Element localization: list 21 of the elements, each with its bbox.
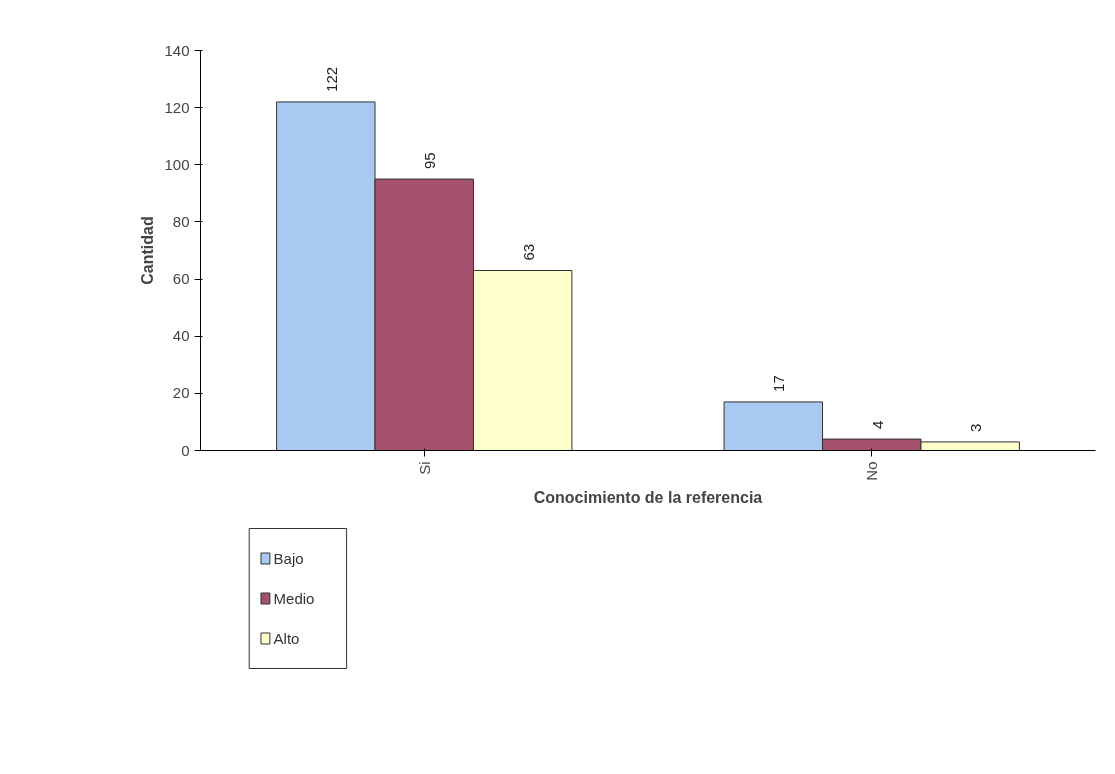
legend-label: Medio: [273, 590, 315, 607]
y-tick-label: 40: [172, 327, 190, 345]
y-tick-label: 100: [164, 155, 190, 173]
legend-label: Bajo: [273, 550, 304, 567]
data-label: 4: [868, 420, 886, 430]
data-label: 95: [421, 152, 439, 170]
y-axis-title: Cantidad: [139, 216, 157, 285]
x-axis-title: Conocimiento de la referencia: [533, 488, 763, 506]
y-tick-label: 140: [164, 41, 190, 59]
data-label: 17: [770, 375, 788, 392]
data-label: 3: [967, 423, 985, 432]
y-tick-label: 120: [164, 98, 190, 116]
data-label: 122: [322, 66, 340, 92]
data-label: 63: [519, 243, 537, 261]
x-tick-label: No: [863, 461, 881, 481]
y-tick-label: 80: [172, 212, 190, 230]
y-tick-label: 60: [172, 270, 190, 288]
y-tick-label: 0: [181, 441, 190, 459]
x-tick-label: Si: [415, 461, 433, 475]
y-tick-label: 20: [172, 384, 190, 402]
legend-label: Alto: [273, 630, 300, 647]
